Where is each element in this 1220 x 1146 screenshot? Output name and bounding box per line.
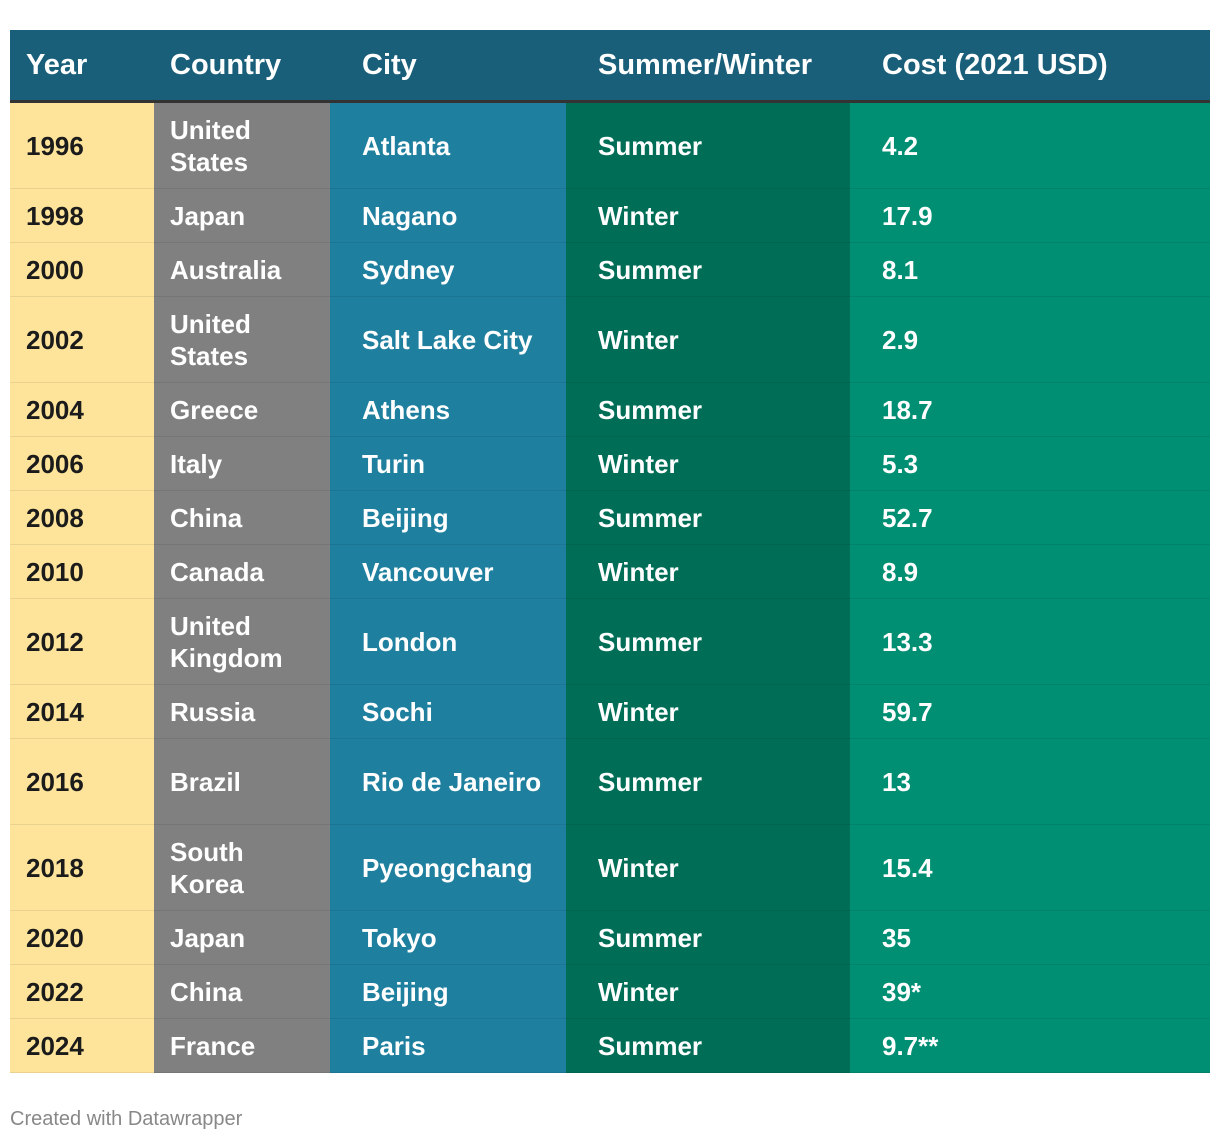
cell-year: 2002	[10, 296, 154, 383]
cell-country: Japan	[154, 188, 330, 243]
cell-season: Winter	[566, 684, 850, 739]
cell-city: Salt Lake City	[330, 296, 566, 383]
cell-country: South Korea	[154, 824, 330, 911]
cell-country: Greece	[154, 382, 330, 437]
cell-season: Summer	[566, 490, 850, 545]
cell-cost: 4.2	[850, 101, 1210, 189]
cell-city: Turin	[330, 436, 566, 491]
cell-cost: 8.1	[850, 242, 1210, 297]
column-header-city[interactable]: City	[330, 30, 566, 103]
cell-cost: 17.9	[850, 188, 1210, 243]
cell-season: Winter	[566, 188, 850, 243]
cell-year: 2024	[10, 1018, 154, 1073]
table-row: 2010 Canada Vancouver Winter 8.9	[10, 544, 1210, 599]
table-row: 2024 France Paris Summer 9.7**	[10, 1018, 1210, 1073]
cell-season: Summer	[566, 598, 850, 685]
cell-city: London	[330, 598, 566, 685]
cell-cost: 9.7**	[850, 1018, 1210, 1073]
table-row: 2012 United Kingdom London Summer 13.3	[10, 598, 1210, 685]
table-row: 2002 United States Salt Lake City Winter 2.9	[10, 296, 1210, 383]
cell-cost: 52.7	[850, 490, 1210, 545]
olympics-cost-table: Year Country City Summer/Winter Cost (20…	[10, 30, 1210, 1073]
cell-cost: 18.7	[850, 382, 1210, 437]
cell-year: 2008	[10, 490, 154, 545]
cell-cost: 13.3	[850, 598, 1210, 685]
cell-year: 2018	[10, 824, 154, 911]
cell-city: Sochi	[330, 684, 566, 739]
table-row: 2018 South Korea Pyeongchang Winter 15.4	[10, 824, 1210, 911]
cell-year: 2022	[10, 964, 154, 1019]
cell-city: Athens	[330, 382, 566, 437]
cell-country: China	[154, 490, 330, 545]
table-body: 1996 United States Atlanta Summer 4.2 1998 Jap…	[10, 101, 1210, 1073]
table-row: 1998 Japan Nagano Winter 17.9	[10, 188, 1210, 243]
cell-season: Summer	[566, 1018, 850, 1073]
cell-cost: 59.7	[850, 684, 1210, 739]
column-header-cost[interactable]: Cost (2021 USD)	[850, 30, 1210, 103]
cell-city: Nagano	[330, 188, 566, 243]
cell-city: Atlanta	[330, 101, 566, 189]
column-header-season[interactable]: Summer/Winter	[566, 30, 850, 103]
cell-country: United Kingdom	[154, 598, 330, 685]
cell-season: Winter	[566, 296, 850, 383]
cell-season: Winter	[566, 544, 850, 599]
datawrapper-credit: Created with Datawrapper	[10, 1108, 243, 1130]
cell-season: Summer	[566, 382, 850, 437]
column-header-year[interactable]: Year	[10, 30, 154, 103]
cell-season: Winter	[566, 824, 850, 911]
cell-season: Summer	[566, 910, 850, 965]
cell-year: 2020	[10, 910, 154, 965]
cell-country: Japan	[154, 910, 330, 965]
cell-season: Summer	[566, 242, 850, 297]
cell-cost: 5.3	[850, 436, 1210, 491]
cell-country: United States	[154, 296, 330, 383]
cell-country: China	[154, 964, 330, 1019]
cell-season: Winter	[566, 436, 850, 491]
cell-country: Brazil	[154, 738, 330, 825]
cell-year: 2016	[10, 738, 154, 825]
cell-year: 2000	[10, 242, 154, 297]
cell-city: Beijing	[330, 490, 566, 545]
cell-season: Winter	[566, 964, 850, 1019]
cell-country: Italy	[154, 436, 330, 491]
cell-country: France	[154, 1018, 330, 1073]
cell-city: Beijing	[330, 964, 566, 1019]
cell-year: 2006	[10, 436, 154, 491]
cell-year: 1996	[10, 101, 154, 189]
header-row: Year Country City Summer/Winter Cost (20…	[10, 30, 1210, 103]
table-row: 2022 China Beijing Winter 39*	[10, 964, 1210, 1019]
cell-city: Sydney	[330, 242, 566, 297]
cell-cost: 8.9	[850, 544, 1210, 599]
table-row: 2006 Italy Turin Winter 5.3	[10, 436, 1210, 491]
cell-country: United States	[154, 101, 330, 189]
cell-year: 2010	[10, 544, 154, 599]
table-row: 2008 China Beijing Summer 52.7	[10, 490, 1210, 545]
cell-city: Vancouver	[330, 544, 566, 599]
cell-cost: 15.4	[850, 824, 1210, 911]
table-row: 2004 Greece Athens Summer 18.7	[10, 382, 1210, 437]
column-header-country[interactable]: Country	[154, 30, 330, 103]
cell-country: Canada	[154, 544, 330, 599]
cell-cost: 39*	[850, 964, 1210, 1019]
cell-city: Tokyo	[330, 910, 566, 965]
cell-year: 2004	[10, 382, 154, 437]
cell-country: Australia	[154, 242, 330, 297]
cell-cost: 13	[850, 738, 1210, 825]
cell-season: Summer	[566, 738, 850, 825]
table-row: 2016 Brazil Rio de Janeiro Summer 13	[10, 738, 1210, 825]
cell-city: Paris	[330, 1018, 566, 1073]
cell-year: 2014	[10, 684, 154, 739]
cell-country: Russia	[154, 684, 330, 739]
table-row: 2014 Russia Sochi Winter 59.7	[10, 684, 1210, 739]
cell-cost: 2.9	[850, 296, 1210, 383]
cell-city: Pyeongchang	[330, 824, 566, 911]
table-row: 1996 United States Atlanta Summer 4.2	[10, 101, 1210, 189]
cell-cost: 35	[850, 910, 1210, 965]
table-row: 2020 Japan Tokyo Summer 35	[10, 910, 1210, 965]
cell-city: Rio de Janeiro	[330, 738, 566, 825]
table-row: 2000 Australia Sydney Summer 8.1	[10, 242, 1210, 297]
cell-year: 2012	[10, 598, 154, 685]
cell-season: Summer	[566, 101, 850, 189]
cell-year: 1998	[10, 188, 154, 243]
